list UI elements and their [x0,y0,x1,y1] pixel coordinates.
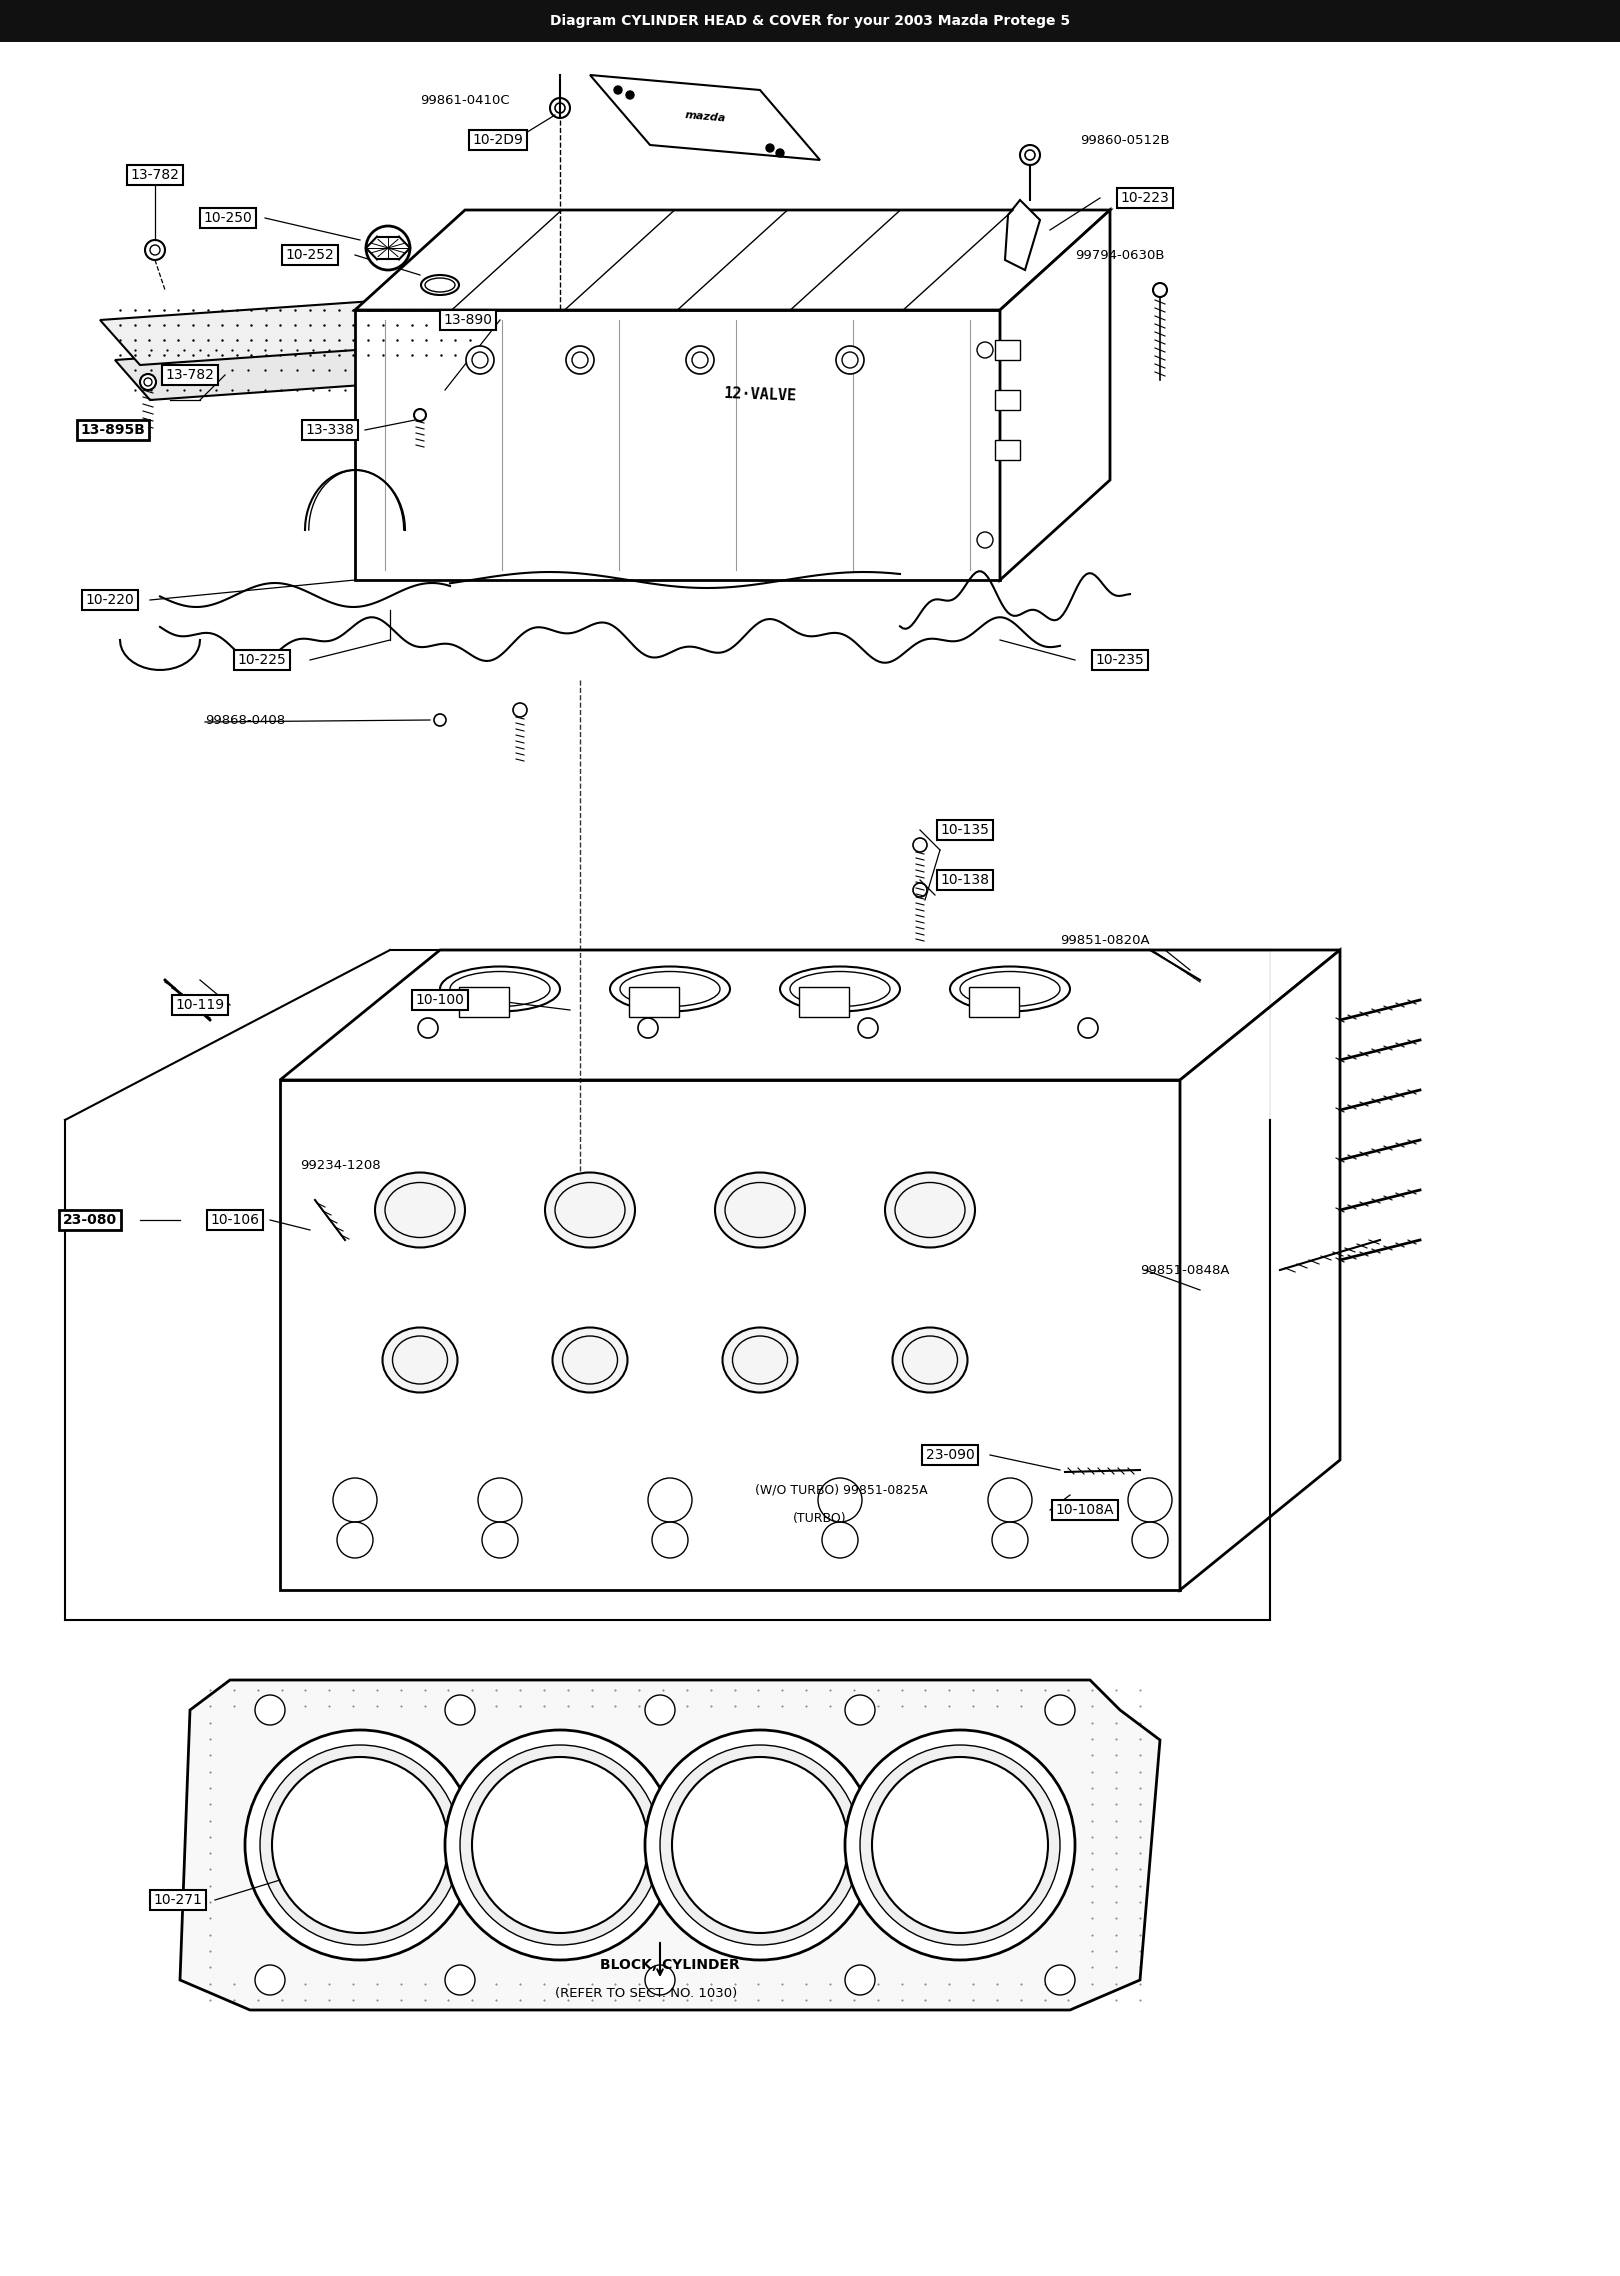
Text: 10-252: 10-252 [285,248,334,262]
Circle shape [471,1757,648,1932]
Text: 10-108A: 10-108A [1056,1502,1115,1518]
Circle shape [259,1746,460,1946]
Text: 99868-0408: 99868-0408 [206,712,285,726]
Text: 10-2D9: 10-2D9 [473,132,523,148]
Text: 13-890: 13-890 [444,314,492,328]
Ellipse shape [374,1172,465,1247]
Circle shape [460,1746,659,1946]
Ellipse shape [714,1172,805,1247]
Text: 10-119: 10-119 [175,997,225,1013]
Text: (W/O TURBO) 99851-0825A: (W/O TURBO) 99851-0825A [755,1484,928,1498]
Circle shape [645,1730,875,1960]
Text: 23-090: 23-090 [925,1448,974,1461]
Text: 10-225: 10-225 [238,653,287,667]
Text: 10-106: 10-106 [211,1213,259,1227]
Bar [629,988,679,1017]
Circle shape [836,346,863,373]
Text: 99860-0512B: 99860-0512B [1081,134,1170,146]
Bar [0,0,1620,41]
Circle shape [272,1757,449,1932]
Circle shape [625,91,633,98]
Text: 10-250: 10-250 [204,212,253,225]
Text: 13-338: 13-338 [306,423,355,437]
Text: 13-895B: 13-895B [81,423,146,437]
Bar [995,389,1021,410]
Ellipse shape [893,1327,967,1393]
Polygon shape [1000,209,1110,580]
Text: 10-100: 10-100 [416,992,465,1006]
Circle shape [1045,1964,1076,1996]
Ellipse shape [382,1327,457,1393]
Ellipse shape [885,1172,975,1247]
Bar [458,988,509,1017]
Bar [799,988,849,1017]
Circle shape [614,86,622,93]
Text: 10-271: 10-271 [154,1894,202,1907]
Text: BLOCK, CYLINDER: BLOCK, CYLINDER [599,1957,740,1971]
Text: 10-138: 10-138 [941,874,990,888]
Circle shape [872,1757,1048,1932]
Ellipse shape [552,1327,627,1393]
Polygon shape [355,310,1000,580]
Polygon shape [100,296,501,364]
Polygon shape [115,335,505,401]
Bar [969,988,1019,1017]
Circle shape [846,1730,1076,1960]
Circle shape [446,1730,676,1960]
Text: 10-235: 10-235 [1095,653,1144,667]
Circle shape [645,1696,676,1725]
Text: 99234-1208: 99234-1208 [300,1158,381,1172]
Text: 99851-0820A: 99851-0820A [1059,933,1150,947]
Circle shape [254,1696,285,1725]
Circle shape [139,373,156,389]
Circle shape [659,1746,860,1946]
Circle shape [565,346,595,373]
Polygon shape [180,1680,1160,2010]
Circle shape [1077,1017,1098,1038]
Circle shape [415,410,426,421]
Polygon shape [280,1081,1179,1591]
Text: 13-782: 13-782 [131,168,180,182]
Text: 10-223: 10-223 [1121,191,1170,205]
Circle shape [446,1964,475,1996]
Circle shape [446,1696,475,1725]
Circle shape [245,1730,475,1960]
Ellipse shape [544,1172,635,1247]
Circle shape [846,1964,875,1996]
Text: 10-135: 10-135 [941,824,990,838]
Circle shape [418,1017,437,1038]
Circle shape [638,1017,658,1038]
Polygon shape [590,75,820,159]
Bar [995,439,1021,460]
Text: 13-782: 13-782 [165,369,214,382]
Polygon shape [355,209,1110,310]
Polygon shape [280,949,1340,1081]
Circle shape [672,1757,847,1932]
Text: 23-080: 23-080 [63,1213,117,1227]
Circle shape [1045,1696,1076,1725]
Text: Diagram CYLINDER HEAD & COVER for your 2003 Mazda Protege 5: Diagram CYLINDER HEAD & COVER for your 2… [549,14,1071,27]
Text: 99794-0630B: 99794-0630B [1076,248,1165,262]
Circle shape [685,346,714,373]
Text: (TURBO): (TURBO) [794,1511,847,1525]
Text: (REFER TO SECT. NO. 1030): (REFER TO SECT. NO. 1030) [556,1987,737,2001]
Text: 10-220: 10-220 [86,594,134,608]
Circle shape [366,225,410,271]
Text: 99851-0848A: 99851-0848A [1140,1263,1230,1277]
Circle shape [254,1964,285,1996]
Bar [995,339,1021,360]
Circle shape [467,346,494,373]
Circle shape [859,1017,878,1038]
Text: 99861-0410C: 99861-0410C [420,93,510,107]
Polygon shape [1004,200,1040,271]
Circle shape [846,1696,875,1725]
Polygon shape [1179,949,1340,1591]
Circle shape [860,1746,1059,1946]
Circle shape [766,143,774,152]
Text: 12·VALVE: 12·VALVE [723,387,797,403]
Circle shape [776,148,784,157]
Circle shape [645,1964,676,1996]
Ellipse shape [723,1327,797,1393]
Text: mazda: mazda [684,109,726,123]
